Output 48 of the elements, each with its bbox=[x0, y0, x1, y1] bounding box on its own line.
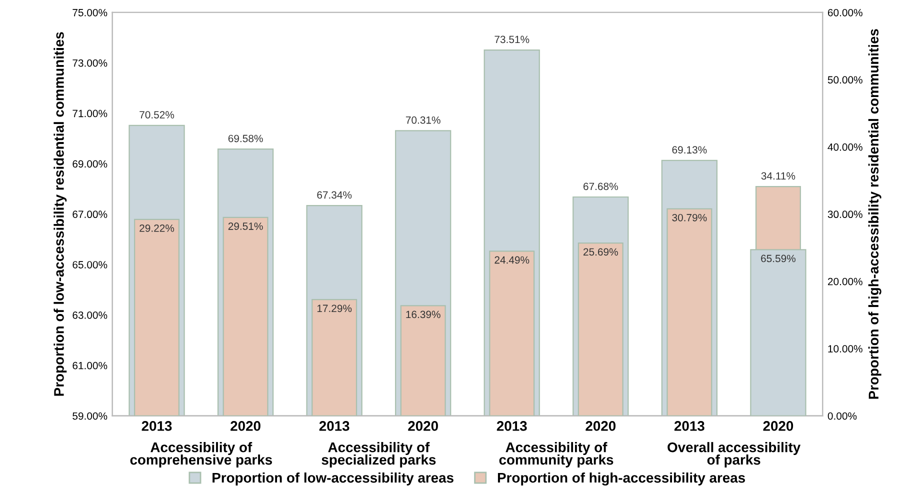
y-axis-title: Proportion of low-accessibility residential communities bbox=[54, 32, 67, 396]
data-label: 34.11% bbox=[761, 172, 796, 180]
x-tick-label: 2020 bbox=[408, 421, 438, 431]
data-label: 30.79% bbox=[672, 214, 707, 222]
y-tick-label: 63.00% bbox=[72, 311, 108, 319]
y2-tick-label: 40.00% bbox=[828, 143, 862, 151]
data-label: 25.69% bbox=[584, 248, 618, 256]
data-label: 65.59% bbox=[761, 254, 796, 262]
data-label: 17.29% bbox=[317, 304, 352, 312]
y2-tick-label: 50.00% bbox=[828, 76, 862, 84]
y-tick-label: 69.00% bbox=[72, 160, 108, 168]
y2-tick-label: 0.00% bbox=[828, 412, 857, 420]
y2-tick-label: 30.00% bbox=[828, 210, 862, 218]
x-tick-label: 2020 bbox=[230, 421, 260, 431]
y-tick-label: 59.00% bbox=[72, 412, 108, 420]
data-label: 73.51% bbox=[494, 36, 530, 44]
x-tick-label: 2020 bbox=[586, 421, 616, 431]
text: Accessibility of specialized parks bbox=[322, 442, 436, 468]
data-label: 29.22% bbox=[140, 224, 174, 232]
data-label: 16.39% bbox=[406, 310, 440, 318]
data-label: 29.51% bbox=[228, 222, 263, 230]
y-tick-label: 65.00% bbox=[72, 261, 108, 268]
y2-tick-label: 20.00% bbox=[828, 278, 862, 286]
legend-label: Proportion of high-accessibility areas bbox=[498, 472, 745, 486]
x-tick-label: 2013 bbox=[674, 421, 704, 431]
x-tick-label: 2013 bbox=[142, 421, 172, 431]
y-tick-label: 67.00% bbox=[72, 210, 108, 218]
text: Overall accessibility of parks bbox=[668, 442, 801, 468]
data-label: 69.13% bbox=[672, 146, 707, 154]
y2-tick-label: 10.00% bbox=[828, 345, 862, 352]
x-tick-label: 2013 bbox=[319, 421, 350, 431]
data-label: 69.58% bbox=[228, 134, 263, 142]
y-tick-label: 61.00% bbox=[72, 362, 108, 370]
x-tick-label: 2020 bbox=[763, 421, 794, 431]
text: Accessibility of community parks bbox=[499, 442, 614, 468]
y2-axis-title: Proportion of high-accessibility residential communities bbox=[868, 29, 882, 399]
data-label: 70.52% bbox=[140, 111, 174, 118]
data-label: 24.49% bbox=[494, 256, 530, 264]
y2-tick-label: 60.00% bbox=[828, 8, 862, 16]
data-label: 70.31% bbox=[406, 116, 440, 124]
data-label: 67.68% bbox=[584, 182, 618, 190]
text: Accessibility of comprehensive parks bbox=[130, 442, 272, 468]
y-tick-label: 73.00% bbox=[72, 59, 108, 67]
legend-label: Proportion of low-accessibility areas bbox=[212, 472, 454, 486]
data-label: 67.34% bbox=[317, 191, 352, 199]
x-tick-label: 2013 bbox=[496, 421, 527, 431]
y-tick-label: 71.00% bbox=[72, 110, 108, 118]
y-tick-label: 75.00% bbox=[72, 8, 108, 16]
